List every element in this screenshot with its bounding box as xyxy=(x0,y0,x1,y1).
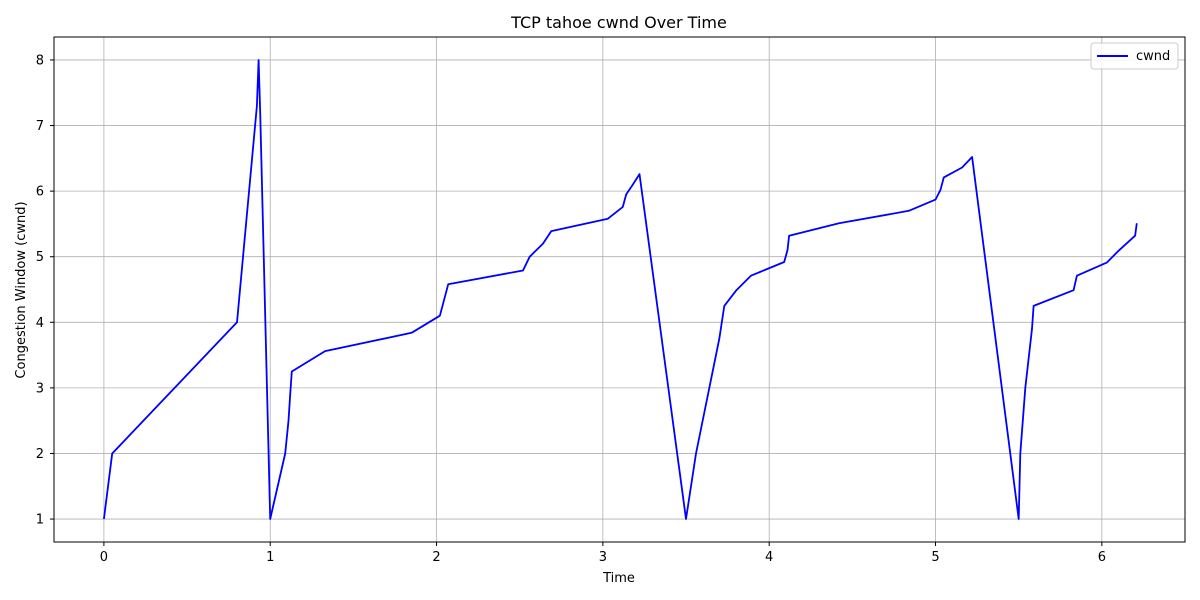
x-tick-label: 0 xyxy=(100,550,108,565)
y-tick-label: 4 xyxy=(36,316,44,331)
y-axis-label: Congestion Window (cwnd) xyxy=(14,201,29,378)
x-tick-label: 4 xyxy=(765,550,773,565)
series-line-cwnd xyxy=(103,59,1138,520)
plot-frame xyxy=(53,36,1186,543)
x-tick-label: 2 xyxy=(432,550,440,565)
ticks: 0 1 2 3 4 5 6 1 2 3 4 5 6 7 8 xyxy=(36,53,1106,565)
y-tick-label: 5 xyxy=(36,250,44,265)
legend: cwnd xyxy=(1090,42,1179,70)
legend-box xyxy=(1090,42,1179,70)
x-tick-label: 5 xyxy=(931,550,939,565)
x-axis-label: Time xyxy=(602,571,635,586)
y-tick-label: 7 xyxy=(36,119,44,134)
x-tick-label: 3 xyxy=(599,550,607,565)
x-tick-label: 1 xyxy=(266,550,274,565)
legend-label: cwnd xyxy=(1136,49,1170,64)
chart-title: TCP tahoe cwnd Over Time xyxy=(510,13,727,32)
x-tick-label: 6 xyxy=(1098,550,1106,565)
y-tick-label: 2 xyxy=(36,447,44,462)
y-tick-label: 1 xyxy=(36,513,44,528)
y-tick-label: 8 xyxy=(36,53,44,68)
y-tick-label: 3 xyxy=(36,381,44,396)
series-layer xyxy=(103,59,1138,520)
y-tick-label: 6 xyxy=(36,185,44,200)
